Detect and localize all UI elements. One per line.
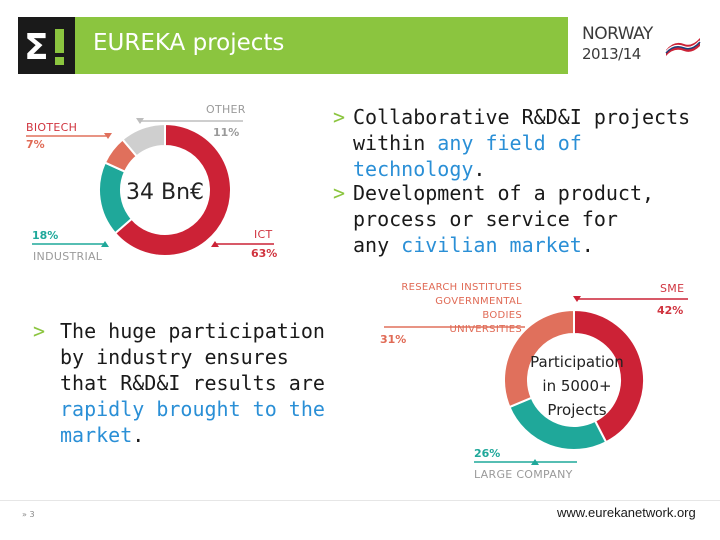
page-number: » 3 (22, 510, 35, 519)
chart2-pct-large: 26% (474, 447, 501, 460)
bullet-text: Development of a product, process or ser… (353, 181, 655, 257)
chart1-leader-arrow (211, 241, 219, 247)
norway-year: 2013/14 (582, 45, 641, 63)
chart1-pct-other: 11% (213, 126, 240, 139)
chart1-pct-biotech: 7% (26, 138, 45, 151)
chart2-leader-arrow (573, 296, 581, 302)
footer-divider (0, 500, 720, 501)
chart1-leader-arrow (136, 118, 144, 124)
norway-flag-icon (665, 38, 701, 56)
chart2-pct-sme: 42% (657, 304, 684, 317)
header: Σ EUREKA projects NORWAY 2013/14 (0, 0, 720, 78)
chart1-leader-arrow (101, 241, 109, 247)
chart1-leader-arrow (104, 133, 112, 139)
slice-ict (113, 122, 232, 257)
chart2-label-large: LARGE COMPANY (474, 468, 573, 481)
slice-other (121, 122, 166, 158)
bullet-marker: > (333, 105, 346, 129)
chart2-leader-arrow (531, 459, 539, 465)
chart1-label-other: OTHER (206, 103, 246, 116)
bullet-text: Collaborative R&D&I projects within (353, 105, 691, 155)
bullet-highlight: any field of technology (353, 131, 582, 181)
slice-research (503, 308, 575, 409)
norway-label: NORWAY (582, 24, 653, 44)
svg-text:Σ: Σ (24, 27, 49, 68)
bullet-marker: > (333, 181, 346, 205)
chart1-label-biotech: BIOTECH (26, 121, 78, 134)
chart2-center-line: Participation (530, 353, 624, 371)
chart2-center-label: Participation in 5000+ Projects (512, 350, 642, 422)
chart2-label-research: RESEARCH INSTITUTES GOVERNMENTAL BODIES … (400, 281, 522, 337)
bullet-end: . (132, 423, 145, 447)
slice-sme (573, 308, 645, 444)
bullet-collaborative: Collaborative R&D&I projects within any … (353, 104, 703, 182)
bullet-highlight: civilian market (401, 233, 582, 257)
bullet-end: . (581, 233, 594, 257)
chart1-label-industrial: INDUSTRIAL (33, 250, 103, 263)
page-title: EUREKA projects (93, 30, 285, 56)
bullet-development: Development of a product, process or ser… (353, 180, 663, 258)
footer-url: www.eurekanetwork.org (557, 505, 696, 520)
chart2-label-line: RESEARCH INSTITUTES (401, 282, 522, 293)
chart2-label-line: GOVERNMENTAL BODIES (435, 296, 522, 321)
chart1-center-label: 34 Bn€ (125, 180, 205, 205)
eureka-logo: Σ (18, 17, 75, 74)
chart1-label-ict: ICT (254, 228, 273, 241)
bullet-highlight: rapidly brought to the market (60, 397, 325, 447)
chart2-center-line: Projects (547, 401, 607, 419)
bullet-participation: The huge participation by industry ensur… (60, 318, 325, 448)
chart1-pct-industrial: 18% (32, 229, 59, 242)
chart2-center-line: in 5000+ (542, 377, 612, 395)
bullet-marker: > (33, 319, 46, 343)
chart2-pct-research: 31% (380, 333, 407, 346)
chart1-pct-ict: 63% (251, 247, 278, 260)
chart2-label-sme: SME (660, 282, 685, 295)
chart2-label-line: UNIVERSITIES (449, 324, 522, 335)
bullet-end: . (473, 157, 486, 181)
bullet-text: The huge participation by industry ensur… (60, 319, 325, 395)
eureka-logo-icon: Σ (24, 27, 64, 68)
